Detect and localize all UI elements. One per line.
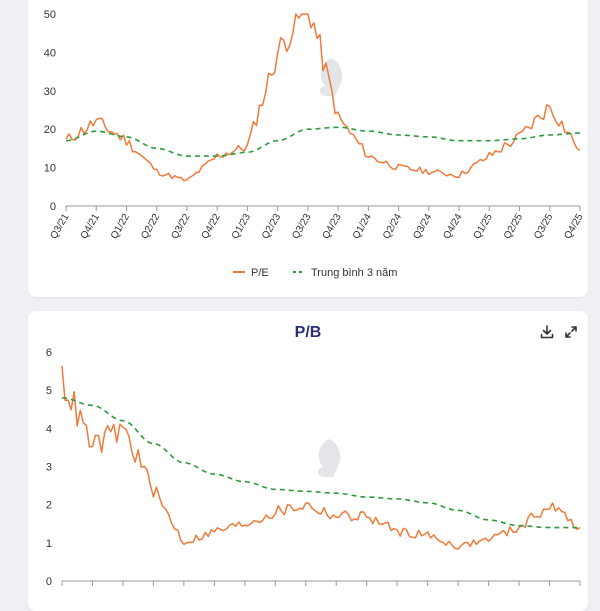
- x-tick-label: Q2/22: [139, 212, 162, 241]
- y-tick-label: 0: [50, 201, 56, 213]
- x-tick-label: Q1/24: [351, 212, 374, 241]
- y-tick-label: 3: [46, 462, 52, 474]
- x-tick-label: Q4/24: [442, 212, 465, 241]
- watermark-horse-icon: [318, 439, 340, 477]
- y-tick-label: 40: [44, 47, 56, 59]
- y-tick-label: 50: [44, 9, 56, 21]
- x-tick-label: Q1/25: [472, 212, 495, 241]
- y-tick-label: 4: [46, 423, 52, 435]
- x-tick-label: Q2/25: [502, 212, 525, 241]
- pb-chart: 0 1 2 3 4 5 6: [28, 311, 588, 611]
- x-tick-label: Q3/21: [48, 212, 71, 241]
- y-tick-label: 6: [46, 347, 52, 359]
- x-tick-label: Q3/23: [290, 212, 313, 241]
- x-tick-label: Q2/23: [260, 212, 283, 241]
- pe-chart-card: 0 10 20 30 40 50 Q3/21 Q4/21 Q1/22 Q2/22 Q3/22 Q4/2…: [28, 0, 588, 297]
- watermark-logo: [318, 439, 340, 477]
- y-tick-label: 5: [46, 385, 52, 397]
- x-tick-label: Q3/22: [169, 212, 192, 241]
- x-tick-label: Q4/25: [562, 212, 585, 241]
- x-tick-label: Q3/24: [411, 212, 434, 241]
- x-tick-label: Q1/22: [109, 212, 132, 241]
- y-tick-label: 2: [46, 500, 52, 512]
- y-tick-label: 0: [46, 576, 52, 588]
- y-tick-label: 30: [44, 86, 56, 98]
- x-tick-label: Q4/21: [79, 212, 102, 241]
- x-tick-label: Q4/22: [200, 212, 223, 241]
- y-tick-label: 20: [44, 124, 56, 136]
- y-tick-label: 10: [44, 163, 56, 175]
- y-tick-label: 1: [46, 538, 52, 550]
- series-line: [66, 14, 580, 181]
- x-tick-label: Q1/23: [230, 212, 253, 241]
- x-tick-label: Q3/25: [532, 212, 555, 241]
- x-tick-label: Q2/24: [381, 212, 404, 241]
- x-tick-label: Q4/23: [321, 212, 344, 241]
- legend: P/E Trung bình 3 năm: [233, 267, 397, 279]
- legend-label-pe: P/E: [251, 267, 269, 279]
- pe-chart: 0 10 20 30 40 50 Q3/21 Q4/21 Q1/22 Q2/22 Q3/22 Q4/2…: [28, 0, 588, 297]
- legend-label-average: Trung bình 3 năm: [311, 267, 397, 279]
- series-average-line: [66, 127, 580, 156]
